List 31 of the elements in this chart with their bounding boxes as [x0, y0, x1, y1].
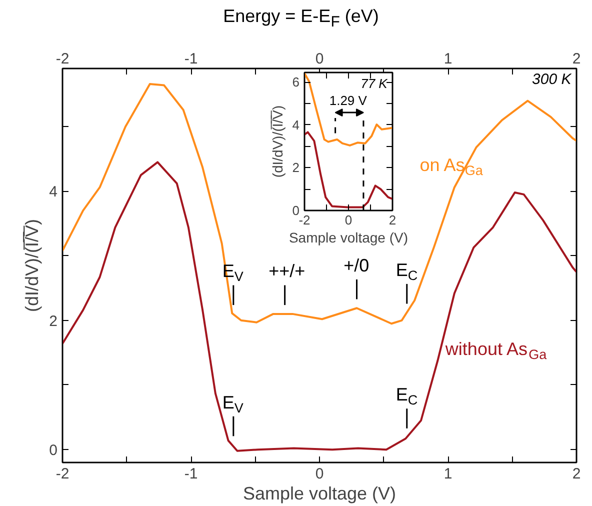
y-tick-label: 4: [292, 117, 300, 132]
annotation: 77 K: [360, 76, 389, 91]
x-tick-label: 0: [344, 212, 352, 228]
x-tick-label: 1: [444, 50, 452, 68]
annotation: 1.29 V: [329, 93, 368, 108]
annotation: 300 K: [532, 71, 572, 88]
x-tick-label: 2: [572, 50, 581, 68]
x-tick-label: -2: [298, 212, 310, 228]
y-axis-title: (dI/dV)/(I̅/̅V̅): [22, 218, 42, 312]
x2-tick-label: 0: [315, 466, 324, 482]
y-tick-label: 6: [292, 74, 300, 90]
x-tick-label: -1: [184, 50, 198, 68]
y-tick-label: 4: [49, 184, 58, 201]
annotation: +/0: [344, 255, 370, 276]
y-tick-label: 0: [292, 203, 300, 218]
y-tick-label: 2: [292, 160, 300, 176]
x2-tick-label: 1: [444, 466, 452, 482]
x-axis-title: Sample voltage (V): [288, 230, 408, 246]
y-axis-title: (dI/dV)/(I̅/̅V̅): [269, 105, 286, 178]
x-axis-title: Sample voltage (V): [242, 484, 396, 504]
x-tick-label: -2: [56, 50, 70, 68]
x2-tick-label: -2: [56, 466, 70, 482]
x2-axis-title: Energy = E-E$_{F}$ (eV): [223, 5, 379, 33]
line-series: [304, 131, 392, 208]
x-tick-label: 2: [388, 212, 396, 228]
x2-tick-label: -1: [184, 466, 198, 482]
x-tick-label: 0: [315, 50, 324, 68]
y-tick-label: 0: [49, 442, 58, 460]
annotation: ++/+: [268, 261, 306, 282]
y-tick-label: 2: [49, 312, 58, 330]
x2-tick-label: 2: [572, 466, 581, 482]
